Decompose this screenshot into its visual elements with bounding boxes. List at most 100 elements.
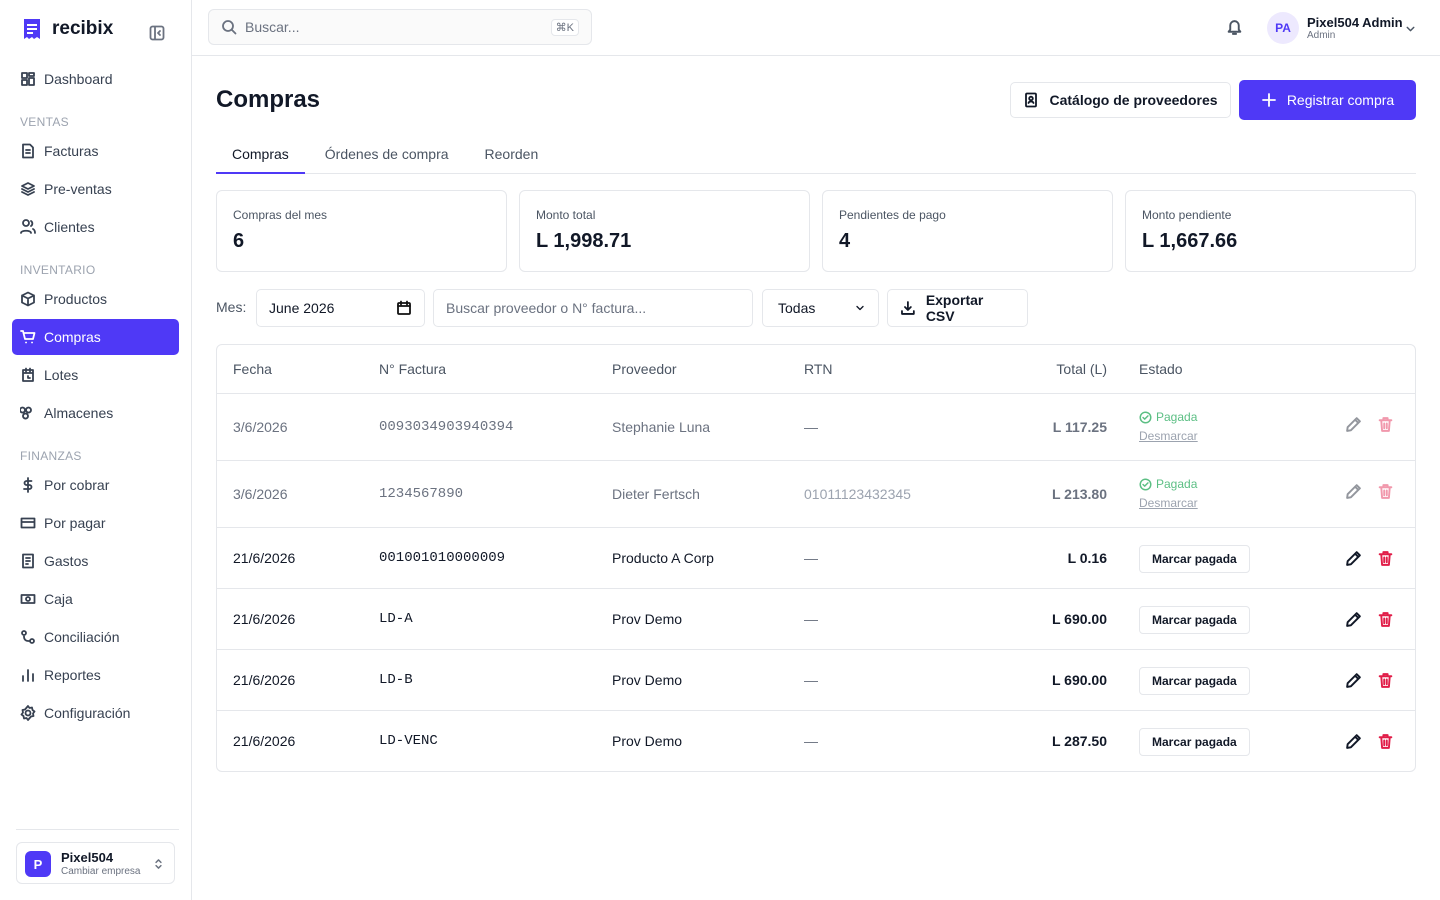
delete-button[interactable] [1377, 483, 1394, 500]
icon [22, 143, 34, 159]
notifications[interactable] [1226, 19, 1243, 36]
icon [20, 330, 36, 344]
nav-item[interactable]: Por pagar [12, 505, 179, 541]
tab[interactable]: Compras [216, 136, 305, 174]
tabs: Compras Órdenes de compra Reorden [216, 136, 1416, 174]
global-search[interactable]: Buscar... ⌘K [208, 9, 592, 45]
register-purchase-button[interactable]: Registrar compra [1239, 80, 1416, 120]
nav-label: Caja [44, 591, 73, 607]
nav-item[interactable]: Facturas [12, 133, 179, 169]
company-switcher[interactable]: P Pixel504 Cambiar empresa [16, 842, 175, 884]
tab[interactable]: Órdenes de compra [324, 146, 449, 162]
brand-name: recibix [52, 18, 114, 39]
nav-item[interactable]: Caja [12, 581, 179, 617]
delete-button[interactable] [1377, 611, 1394, 628]
stat-card: Monto pendiente L 1,667.66 [1125, 190, 1416, 272]
edit-button[interactable] [1345, 611, 1362, 628]
cell: L 117.25 [1052, 418, 1107, 435]
company-avatar: P [25, 851, 51, 877]
delete-button[interactable] [1377, 550, 1394, 567]
mark-paid-button[interactable]: Marcar pagada [1139, 605, 1250, 634]
mark-paid-button[interactable]: Marcar pagada [1139, 544, 1250, 573]
tab[interactable]: Reorden [484, 146, 539, 162]
edit-button[interactable] [1345, 733, 1362, 750]
nav-label: Productos [44, 291, 108, 307]
nav-label: Facturas [44, 143, 99, 159]
cell: — [804, 732, 818, 749]
nav-section: FINANZAS [20, 449, 82, 463]
nav-item[interactable]: Conciliación [12, 619, 179, 655]
icon [1139, 477, 1152, 491]
column-header: Fecha [233, 361, 272, 377]
nav-item[interactable]: Clientes [12, 209, 179, 245]
nav-item[interactable]: Productos [12, 281, 179, 317]
nav-item[interactable]: Dashboard [12, 61, 179, 97]
icon [21, 182, 35, 196]
nav-item[interactable]: Lotes [12, 357, 179, 393]
month-input[interactable]: June 2026 [256, 289, 425, 327]
supplier-catalog-button[interactable]: Catálogo de proveedores [1010, 82, 1231, 118]
status: Pagada [1139, 410, 1197, 424]
catalog-icon [1025, 92, 1038, 108]
mark-paid-button[interactable]: Marcar pagada [1139, 727, 1250, 756]
sidebar: recibix Dashboard VENTAS Facturas Pre-venta… [0, 0, 192, 900]
nav-item[interactable]: Gastos [12, 543, 179, 579]
nav-item[interactable]: Pre-ventas [12, 171, 179, 207]
icon [22, 367, 34, 382]
table-row: 21/6/2026 LD-B Prov Demo — L 690.00 Marcar pa… [217, 649, 1415, 710]
edit-button[interactable] [1345, 550, 1362, 567]
nav-item[interactable]: Reportes [12, 657, 179, 693]
stat-value: 4 [839, 230, 851, 252]
edit-button[interactable] [1345, 416, 1362, 433]
export-csv-button[interactable]: Exportar CSV [887, 289, 1028, 327]
status-select[interactable]: Todas [762, 289, 879, 327]
table-row: 3/6/2026 0093034903940394 Stephanie Luna — L… [217, 393, 1415, 460]
select-chevron [856, 305, 864, 311]
table-row: 21/6/2026 LD-A Prov Demo — L 690.00 Marcar pa… [217, 588, 1415, 649]
delete-button[interactable] [1377, 733, 1394, 750]
delete-button[interactable] [1377, 672, 1394, 689]
column-header: N° Factura [379, 361, 447, 377]
cell: 21/6/2026 [233, 610, 296, 627]
cell: 0093034903940394 [379, 418, 514, 435]
edit-button[interactable] [1345, 672, 1362, 689]
icon [1139, 410, 1152, 424]
edit-button[interactable] [1345, 483, 1362, 500]
cell: Prov Demo [612, 610, 683, 627]
column-header: RTN [804, 361, 833, 377]
button-label: Registrar compra [1286, 92, 1395, 108]
calendar-icon [397, 300, 411, 315]
icon [20, 406, 32, 420]
nav-item[interactable]: Compras [12, 319, 179, 355]
cell: Producto A Corp [612, 549, 714, 566]
stat-value: L 1,998.71 [536, 230, 632, 252]
stat-label: Monto total [536, 208, 596, 222]
stat-label: Compras del mes [233, 208, 328, 222]
filter-search[interactable]: Buscar proveedor o N° factura... [433, 289, 753, 327]
status: Pagada [1139, 477, 1197, 491]
unmark-link[interactable]: Desmarcar [1139, 429, 1198, 443]
nav-label: Almacenes [44, 405, 114, 421]
unmark-link[interactable]: Desmarcar [1139, 496, 1198, 510]
nav-item[interactable]: Configuración [12, 695, 179, 731]
user-avatar[interactable]: PA [1267, 12, 1299, 44]
nav-label: Conciliación [44, 629, 120, 645]
cell: 1234567890 [379, 485, 464, 502]
delete-button[interactable] [1377, 416, 1394, 433]
divider [16, 829, 179, 830]
cell: Dieter Fertsch [612, 485, 700, 502]
page-title: Compras [216, 86, 321, 113]
status-value: Todas [778, 300, 816, 316]
stat-card: Monto total L 1,998.71 [519, 190, 810, 272]
nav-label: Gastos [44, 553, 89, 569]
collapse-button[interactable] [149, 25, 165, 41]
nav-label: Configuración [44, 705, 131, 721]
nav-item[interactable]: Almacenes [12, 395, 179, 431]
cell: Prov Demo [612, 732, 683, 749]
user-role: Admin [1307, 30, 1336, 41]
nav-item[interactable]: Por cobrar [12, 467, 179, 503]
mark-paid-button[interactable]: Marcar pagada [1139, 666, 1250, 695]
user-menu[interactable] [1404, 21, 1417, 37]
